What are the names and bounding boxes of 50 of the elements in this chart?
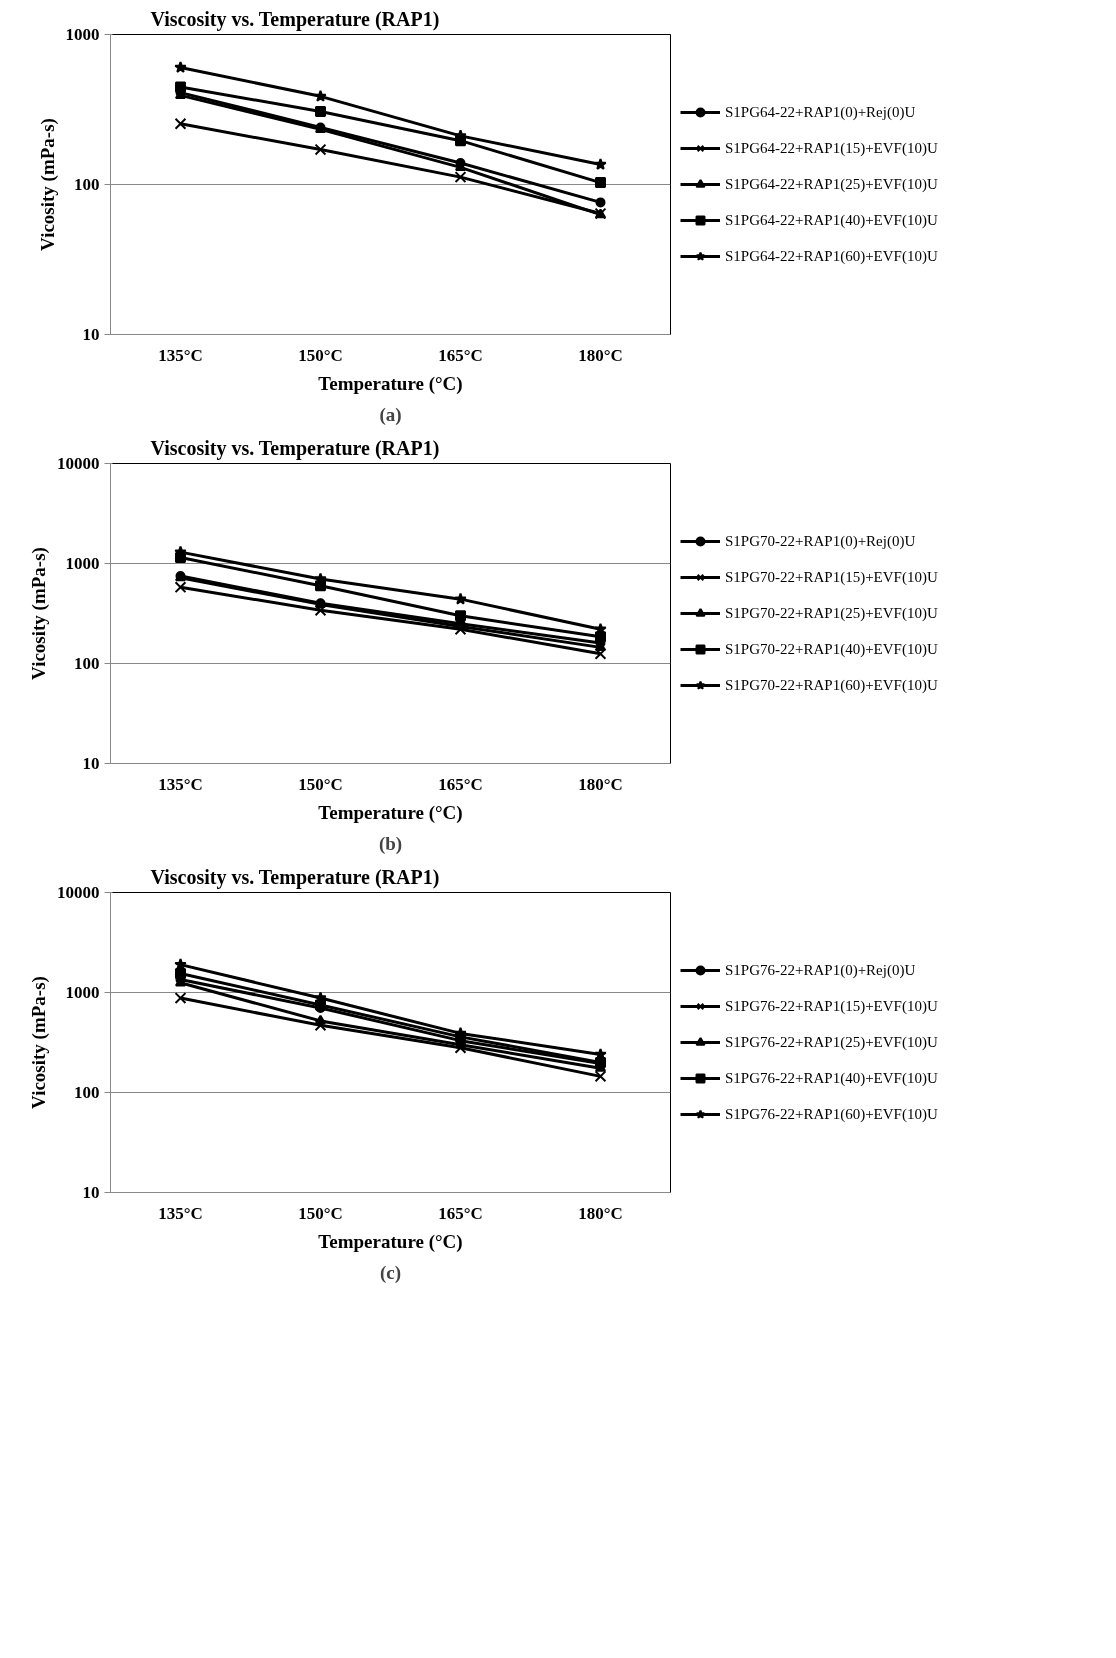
x-tick-label: 135°C — [158, 774, 203, 794]
y-tick-label: 10 — [82, 754, 100, 773]
legend-label: S1PG76-22+RAP1(60)+EVF(10)U — [725, 1105, 938, 1123]
legend-label: S1PG70-22+RAP1(0)+Rej(0)U — [725, 532, 916, 550]
x-tick-label: 150°C — [298, 774, 343, 794]
x-tick-label: 180°C — [578, 774, 623, 794]
text: (c) — [379, 1261, 402, 1284]
chart-title: Viscosity vs. Temperature (RAP1) — [150, 865, 440, 889]
y-tick-label: 1000 — [65, 554, 100, 573]
y-axis-title: Vicosity (mPa-s) — [28, 976, 50, 1109]
legend-label: S1PG70-22+RAP1(25)+EVF(10)U — [725, 604, 938, 622]
chart-title: Viscosity vs. Temperature (RAP1) — [150, 436, 440, 460]
legend-label: S1PG64-22+RAP1(60)+EVF(10)U — [725, 247, 938, 265]
legend-label: S1PG70-22+RAP1(40)+EVF(10)U — [725, 640, 938, 658]
y-tick-label: 100 — [74, 175, 100, 194]
legend-label: S1PG64-22+RAP1(15)+EVF(10)U — [725, 139, 938, 157]
y-tick-label: 100 — [74, 654, 100, 673]
legend-label: S1PG76-22+RAP1(25)+EVF(10)U — [725, 1033, 938, 1051]
y-tick-label: 10 — [82, 1183, 100, 1202]
text: (a) — [379, 403, 402, 426]
legend-label: S1PG70-22+RAP1(15)+EVF(10)U — [725, 568, 938, 586]
y-axis-title: Vicosity (mPa-s) — [36, 118, 59, 251]
y-tick-label: 10000 — [57, 454, 100, 473]
legend-label: S1PG76-22+RAP1(40)+EVF(10)U — [725, 1069, 938, 1087]
legend-label: S1PG64-22+RAP1(0)+Rej(0)U — [725, 103, 916, 121]
legend-label: S1PG76-22+RAP1(0)+Rej(0)U — [725, 961, 916, 979]
x-axis-title: Temperature (°C) — [318, 372, 463, 395]
y-tick-label: 100 — [74, 1083, 100, 1102]
chart-title: Viscosity vs. Temperature (RAP1) — [150, 7, 440, 31]
legend-label: S1PG64-22+RAP1(25)+EVF(10)U — [725, 175, 938, 193]
x-tick-label: 165°C — [438, 345, 483, 365]
x-tick-label: 180°C — [578, 345, 623, 365]
x-tick-label: 165°C — [438, 1203, 483, 1223]
y-tick-label: 10000 — [57, 883, 100, 902]
legend-label: S1PG70-22+RAP1(60)+EVF(10)U — [725, 676, 938, 694]
legend-label: S1PG76-22+RAP1(15)+EVF(10)U — [725, 997, 938, 1015]
x-tick-label: 150°C — [298, 345, 343, 365]
text: (b) — [378, 832, 403, 855]
x-tick-label: 135°C — [158, 1203, 203, 1223]
y-tick-label: 1000 — [65, 25, 100, 44]
x-tick-label: 150°C — [298, 1203, 343, 1223]
x-tick-label: 165°C — [438, 774, 483, 794]
y-tick-label: 10 — [82, 325, 100, 344]
x-tick-label: 180°C — [578, 1203, 623, 1223]
y-axis-title: Vicosity (mPa-s) — [28, 547, 50, 680]
x-axis-title: Temperature (°C) — [318, 801, 463, 824]
y-tick-label: 1000 — [65, 983, 100, 1002]
x-tick-label: 135°C — [158, 345, 203, 365]
legend-label: S1PG64-22+RAP1(40)+EVF(10)U — [725, 211, 938, 229]
x-axis-title: Temperature (°C) — [318, 1230, 463, 1253]
